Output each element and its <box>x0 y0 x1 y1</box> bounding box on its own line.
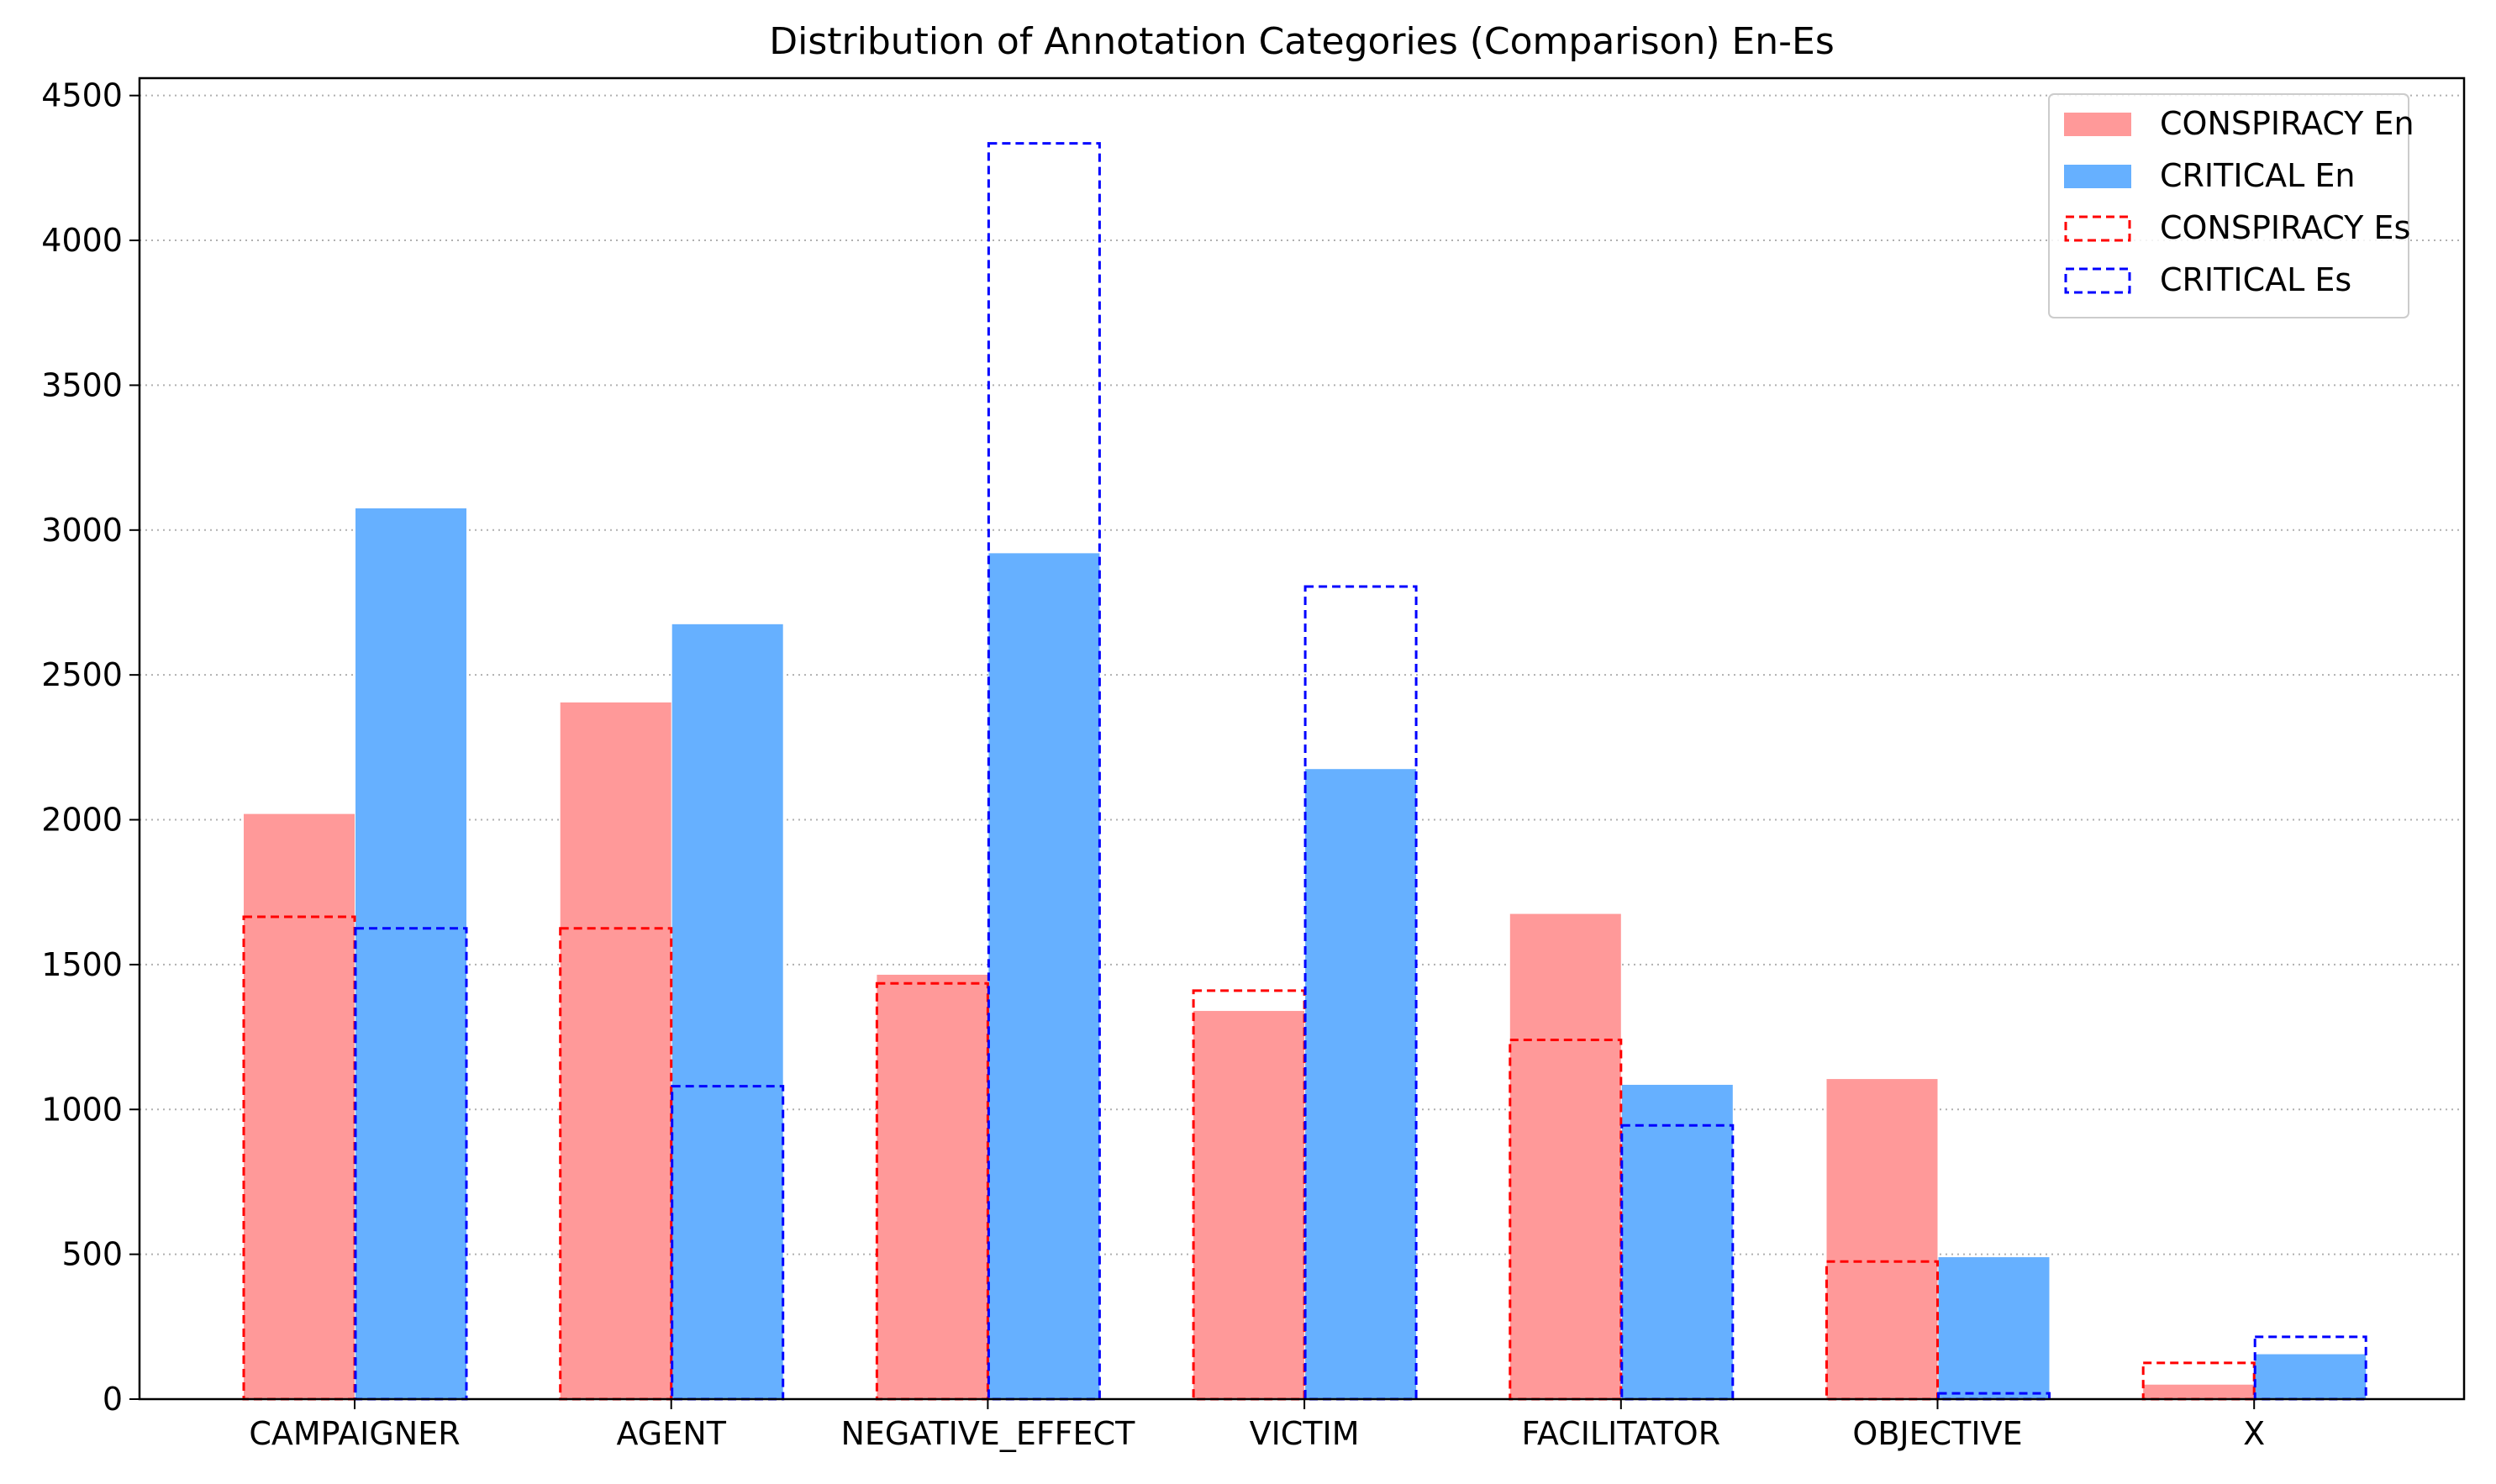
bar-conspiracy-en-agent <box>560 702 671 1399</box>
y-tick-label: 3000 <box>41 512 123 549</box>
legend-swatch <box>2064 215 2131 242</box>
x-tick-label: FACILITATOR <box>1521 1415 1720 1452</box>
y-tick-label: 2000 <box>41 802 123 839</box>
legend-label: CRITICAL Es <box>2160 261 2351 298</box>
bar-critical-en-objective <box>1938 1257 2050 1399</box>
plot-frame <box>138 76 2466 1401</box>
legend-label: CONSPIRACY En <box>2160 105 2414 142</box>
y-tick-label: 500 <box>61 1236 123 1273</box>
y-tick-label: 4000 <box>41 222 123 259</box>
bars <box>242 142 2367 1401</box>
y-tick-label: 3500 <box>41 366 123 403</box>
y-tick-label: 2500 <box>41 656 123 693</box>
bar-conspiracy-en-victim <box>1193 1011 1305 1399</box>
legend-swatch <box>2064 267 2131 294</box>
x-tick-label: OBJECTIVE <box>1852 1415 2022 1452</box>
x-tick-label: NEGATIVE_EFFECT <box>840 1415 1135 1452</box>
x-tick-label: X <box>2243 1415 2265 1452</box>
legend-swatch <box>2064 113 2131 136</box>
axes: 0 500 1000 1500 2000 2500 3000 3500 4000 4500 CAMP… <box>41 76 2466 1452</box>
bar-conspiracy-en-facilitator <box>1509 913 1621 1399</box>
x-tick-label: CAMPAIGNER <box>249 1415 460 1452</box>
x-tick-label: AGENT <box>616 1415 726 1452</box>
legend: CONSPIRACY En CRITICAL En CONSPIRACY Es CRI… <box>2048 93 2414 318</box>
y-tick-label: 0 <box>103 1381 123 1418</box>
bar-critical-es-objective <box>1937 1392 2051 1401</box>
bar-critical-en-agent <box>671 624 783 1399</box>
bar-critical-en-facilitator <box>1621 1084 1733 1399</box>
legend-label: CRITICAL En <box>2160 157 2355 194</box>
legend-swatch <box>2064 165 2131 188</box>
bar-critical-en-victim <box>1305 769 1417 1399</box>
y-tick-label: 1000 <box>41 1091 123 1128</box>
bar-conspiracy-en-x <box>2143 1384 2255 1399</box>
legend-label: CONSPIRACY Es <box>2160 209 2410 246</box>
bar-critical-es-victim <box>1303 585 1418 1401</box>
chart-title: Distribution of Annotation Categories (C… <box>769 20 1835 63</box>
bar-critical-en-campaigner <box>355 508 466 1399</box>
bar-critical-es-facilitator <box>1620 1124 1735 1401</box>
y-tick-label: 4500 <box>41 77 123 114</box>
bar-critical-es-agent <box>671 1085 785 1401</box>
bar-critical-es-negative_effect <box>987 142 1101 1401</box>
bar-conspiracy-en-campaigner <box>244 813 355 1399</box>
bar-critical-en-negative_effect <box>988 553 1100 1399</box>
bar-conspiracy-en-objective <box>1826 1079 1938 1399</box>
legend-box <box>2048 93 2409 318</box>
x-tick-label: VICTIM <box>1250 1415 1360 1452</box>
bar-conspiracy-en-negative_effect <box>877 974 988 1399</box>
y-tick-label: 1500 <box>41 946 123 983</box>
bar-critical-en-x <box>2255 1354 2367 1399</box>
